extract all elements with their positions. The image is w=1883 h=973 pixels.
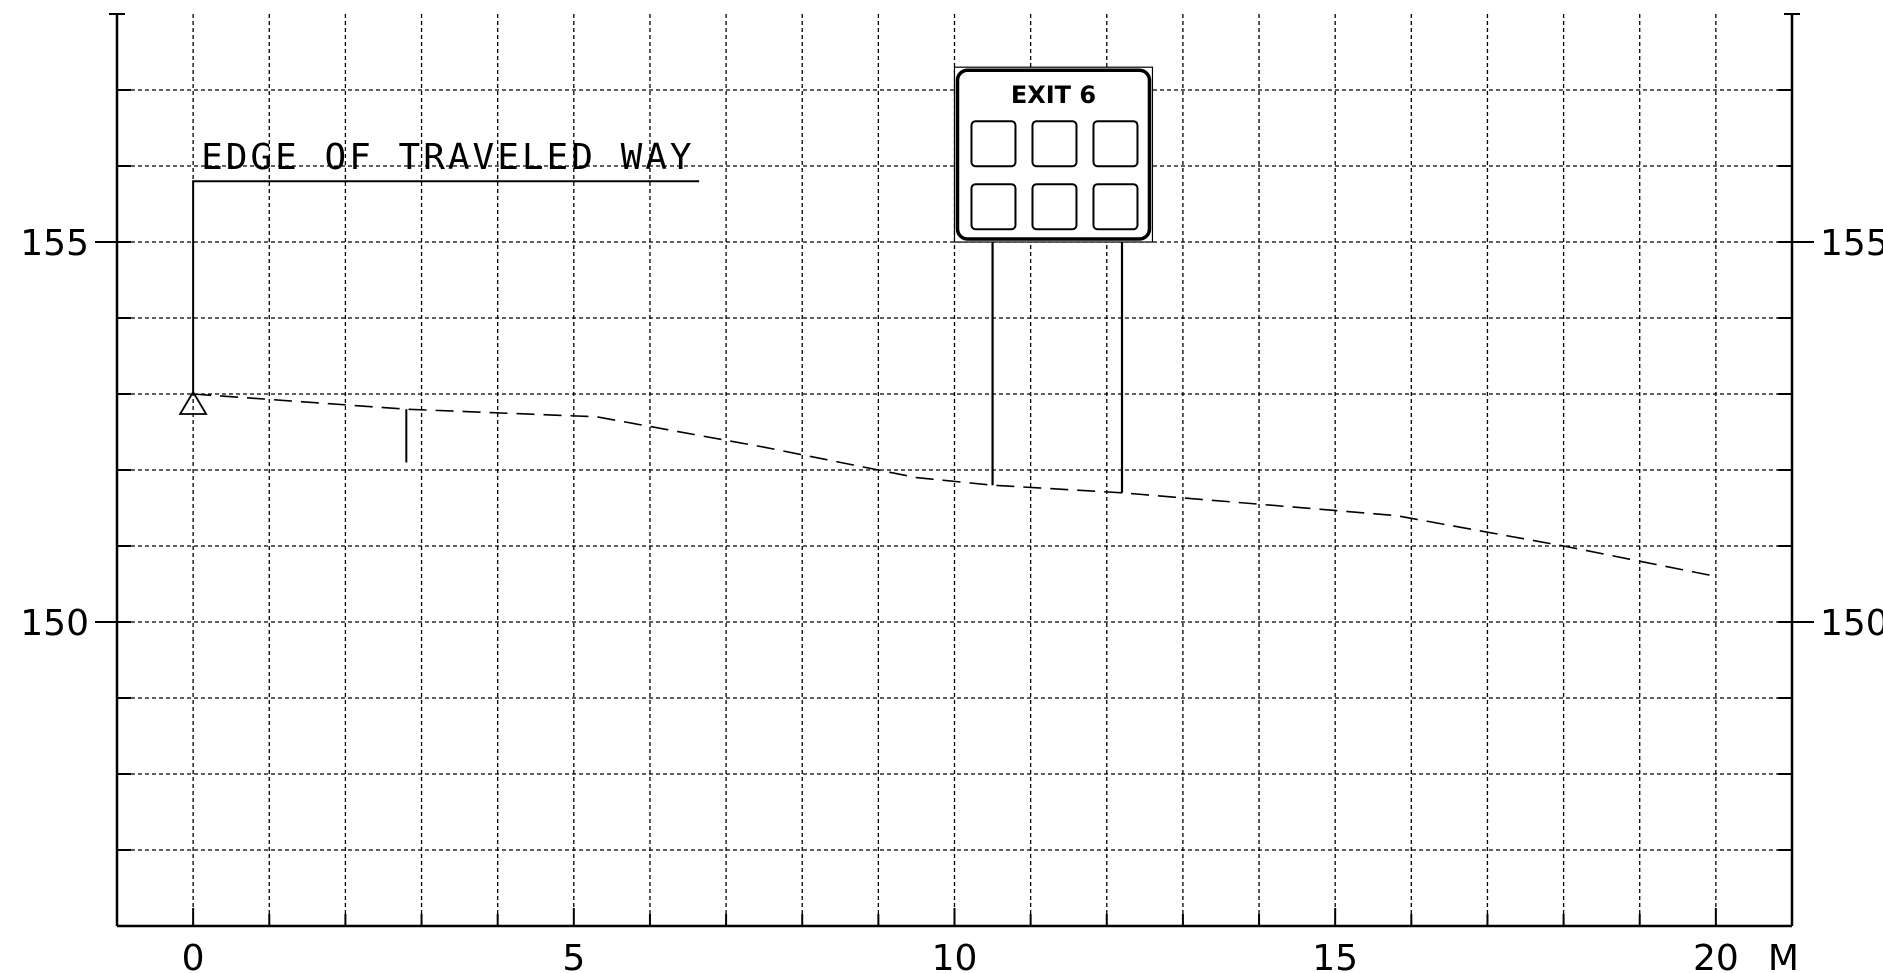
sign-icon-box xyxy=(1092,120,1139,168)
edge-of-traveled-way-label: EDGE OF TRAVELED WAY xyxy=(201,137,694,178)
sign-icon-box xyxy=(970,120,1017,168)
exit-sign: EXIT 6 xyxy=(953,66,1154,493)
axis-labels: 0 5 10 15 20 M 150 155 150 155 xyxy=(20,223,1883,973)
sign-label: EXIT 6 xyxy=(1011,81,1096,109)
y-tick-label-left: 155 xyxy=(20,223,89,264)
y-tick-label-right: 150 xyxy=(1820,603,1883,644)
axis-ticks xyxy=(95,13,1814,926)
sign-icon-box xyxy=(1031,183,1078,231)
y-tick-label-left: 150 xyxy=(20,603,89,644)
sign-icon-box xyxy=(1031,120,1078,168)
y-tick-label-right: 155 xyxy=(1820,223,1883,264)
grid-lines xyxy=(117,14,1792,926)
sign-icon-box xyxy=(970,183,1017,231)
x-tick-label: 0 xyxy=(182,938,205,973)
x-unit-label: M xyxy=(1768,938,1799,973)
edge-leader-line xyxy=(192,180,700,394)
x-tick-label: 15 xyxy=(1312,938,1358,973)
sign-icon-box xyxy=(1092,183,1139,231)
x-tick-label: 20 xyxy=(1693,938,1739,973)
profile-series xyxy=(193,393,1717,578)
profile-line xyxy=(193,393,1717,578)
annotations: EDGE OF TRAVELED WAY xyxy=(178,137,700,463)
edge-marker-triangle xyxy=(178,390,208,415)
x-tick-label: 5 xyxy=(562,938,585,973)
sign-panel xyxy=(955,68,1152,241)
x-tick-label: 10 xyxy=(932,938,978,973)
